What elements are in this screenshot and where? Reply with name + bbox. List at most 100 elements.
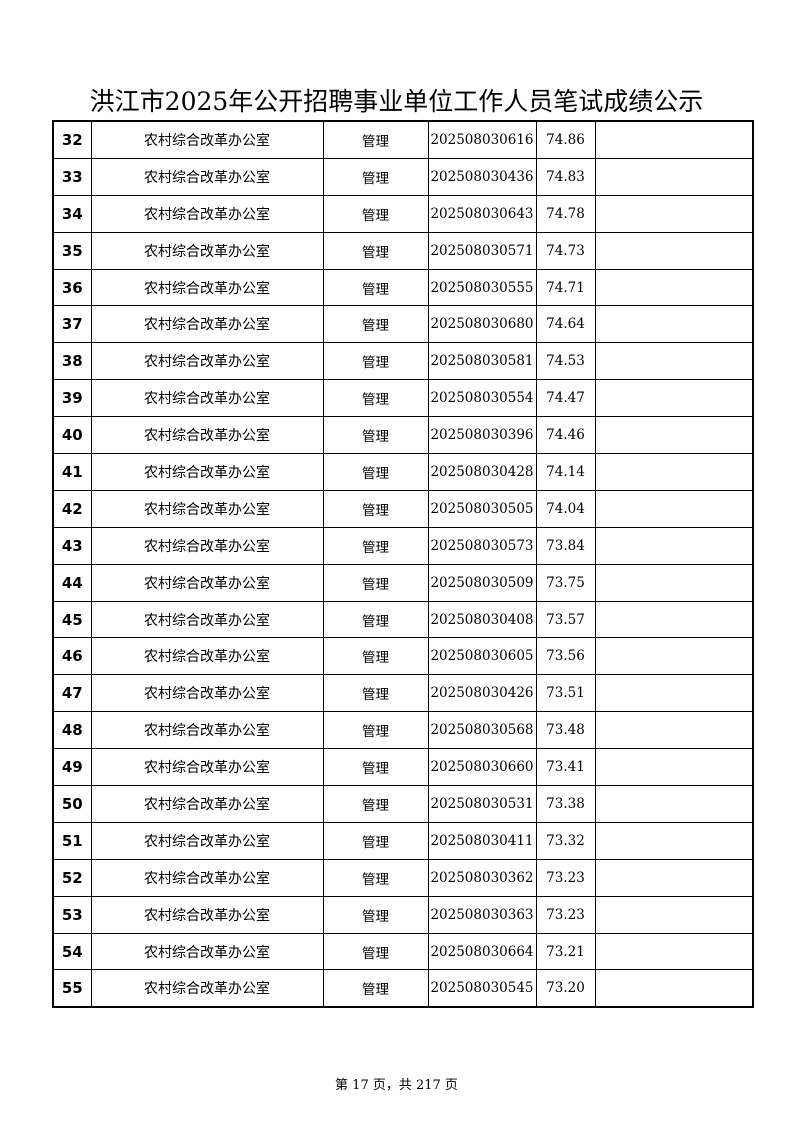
ticket-number-cell: 202508030643 [427, 194, 537, 233]
row-number-cell: 54 [52, 932, 92, 971]
remark-cell [594, 563, 754, 602]
unit-name-cell: 农村综合改革办公室 [90, 748, 324, 787]
table-row: 34 农村综合改革办公室 管理 202508030643 74.78 [52, 194, 754, 233]
table-row: 32 农村综合改革办公室 管理 202508030616 74.86 [52, 120, 754, 159]
written-score-cell: 73.23 [535, 858, 596, 897]
ticket-number-cell: 202508030411 [427, 821, 537, 860]
unit-name-cell: 农村综合改革办公室 [90, 711, 324, 750]
ticket-number-cell: 202508030555 [427, 268, 537, 307]
row-number-cell: 55 [52, 969, 92, 1008]
written-score-cell: 74.86 [535, 120, 596, 159]
table-row: 44 农村综合改革办公室 管理 202508030509 73.75 [52, 563, 754, 602]
row-number-cell: 36 [52, 268, 92, 307]
remark-cell [594, 342, 754, 381]
remark-cell [594, 748, 754, 787]
ticket-number-cell: 202508030545 [427, 969, 537, 1008]
written-score-cell: 74.64 [535, 305, 596, 344]
unit-name-cell: 农村综合改革办公室 [90, 969, 324, 1008]
written-score-cell: 74.53 [535, 342, 596, 381]
table-row: 38 农村综合改革办公室 管理 202508030581 74.53 [52, 342, 754, 381]
written-score-cell: 73.23 [535, 895, 596, 934]
table-row: 48 农村综合改革办公室 管理 202508030568 73.48 [52, 711, 754, 750]
written-score-cell: 74.46 [535, 416, 596, 455]
written-score-cell: 73.20 [535, 969, 596, 1008]
written-score-cell: 74.47 [535, 379, 596, 418]
unit-name-cell: 农村综合改革办公室 [90, 821, 324, 860]
post-type-cell: 管理 [322, 120, 429, 159]
ticket-number-cell: 202508030396 [427, 416, 537, 455]
row-number-cell: 34 [52, 194, 92, 233]
ticket-number-cell: 202508030531 [427, 785, 537, 823]
page-title: 洪江市2025年公开招聘事业单位工作人员笔试成绩公示 [89, 87, 704, 116]
unit-name-cell: 农村综合改革办公室 [90, 157, 324, 196]
post-type-cell: 管理 [322, 600, 429, 639]
remark-cell [594, 637, 754, 676]
unit-name-cell: 农村综合改革办公室 [90, 785, 324, 823]
ticket-number-cell: 202508030573 [427, 526, 537, 565]
table-row: 33 农村综合改革办公室 管理 202508030436 74.83 [52, 157, 754, 196]
ticket-number-cell: 202508030408 [427, 600, 537, 639]
row-number-cell: 45 [52, 600, 92, 639]
table-row: 45 农村综合改革办公室 管理 202508030408 73.57 [52, 600, 754, 639]
written-score-cell: 74.83 [535, 157, 596, 196]
ticket-number-cell: 202508030581 [427, 342, 537, 381]
remark-cell [594, 120, 754, 159]
post-type-cell: 管理 [322, 268, 429, 307]
table-row: 42 农村综合改革办公室 管理 202508030505 74.04 [52, 489, 754, 528]
unit-name-cell: 农村综合改革办公室 [90, 563, 324, 602]
table-row: 40 农村综合改革办公室 管理 202508030396 74.46 [52, 416, 754, 455]
remark-cell [594, 194, 754, 233]
post-type-cell: 管理 [322, 489, 429, 528]
unit-name-cell: 农村综合改革办公室 [90, 379, 324, 418]
written-score-cell: 74.14 [535, 453, 596, 491]
post-type-cell: 管理 [322, 748, 429, 787]
row-number-cell: 35 [52, 231, 92, 270]
table-row: 36 农村综合改革办公室 管理 202508030555 74.71 [52, 268, 754, 307]
ticket-number-cell: 202508030363 [427, 895, 537, 934]
post-type-cell: 管理 [322, 305, 429, 344]
unit-name-cell: 农村综合改革办公室 [90, 858, 324, 897]
post-type-cell: 管理 [322, 785, 429, 823]
table-row: 41 农村综合改革办公室 管理 202508030428 74.14 [52, 453, 754, 491]
remark-cell [594, 379, 754, 418]
remark-cell [594, 895, 754, 934]
ticket-number-cell: 202508030571 [427, 231, 537, 270]
row-number-cell: 41 [52, 453, 92, 491]
unit-name-cell: 农村综合改革办公室 [90, 453, 324, 491]
remark-cell [594, 932, 754, 971]
written-score-cell: 73.84 [535, 526, 596, 565]
row-number-cell: 46 [52, 637, 92, 676]
post-type-cell: 管理 [322, 895, 429, 934]
remark-cell [594, 785, 754, 823]
row-number-cell: 37 [52, 305, 92, 344]
table-row: 47 农村综合改革办公室 管理 202508030426 73.51 [52, 674, 754, 713]
table-row: 37 农村综合改革办公室 管理 202508030680 74.64 [52, 305, 754, 344]
post-type-cell: 管理 [322, 194, 429, 233]
unit-name-cell: 农村综合改革办公室 [90, 526, 324, 565]
written-score-cell: 74.78 [535, 194, 596, 233]
row-number-cell: 53 [52, 895, 92, 934]
table-row: 49 农村综合改革办公室 管理 202508030660 73.41 [52, 748, 754, 787]
post-type-cell: 管理 [322, 342, 429, 381]
post-type-cell: 管理 [322, 416, 429, 455]
remark-cell [594, 858, 754, 897]
ticket-number-cell: 202508030362 [427, 858, 537, 897]
ticket-number-cell: 202508030426 [427, 674, 537, 713]
ticket-number-cell: 202508030605 [427, 637, 537, 676]
remark-cell [594, 711, 754, 750]
written-score-cell: 74.73 [535, 231, 596, 270]
remark-cell [594, 969, 754, 1008]
remark-cell [594, 821, 754, 860]
post-type-cell: 管理 [322, 526, 429, 565]
written-score-cell: 73.21 [535, 932, 596, 971]
unit-name-cell: 农村综合改革办公室 [90, 305, 324, 344]
written-score-cell: 73.56 [535, 637, 596, 676]
unit-name-cell: 农村综合改革办公室 [90, 489, 324, 528]
ticket-number-cell: 202508030568 [427, 711, 537, 750]
remark-cell [594, 489, 754, 528]
table-row: 55 农村综合改革办公室 管理 202508030545 73.20 [52, 969, 754, 1008]
remark-cell [594, 268, 754, 307]
unit-name-cell: 农村综合改革办公室 [90, 895, 324, 934]
row-number-cell: 49 [52, 748, 92, 787]
table-row: 35 农村综合改革办公室 管理 202508030571 74.73 [52, 231, 754, 270]
